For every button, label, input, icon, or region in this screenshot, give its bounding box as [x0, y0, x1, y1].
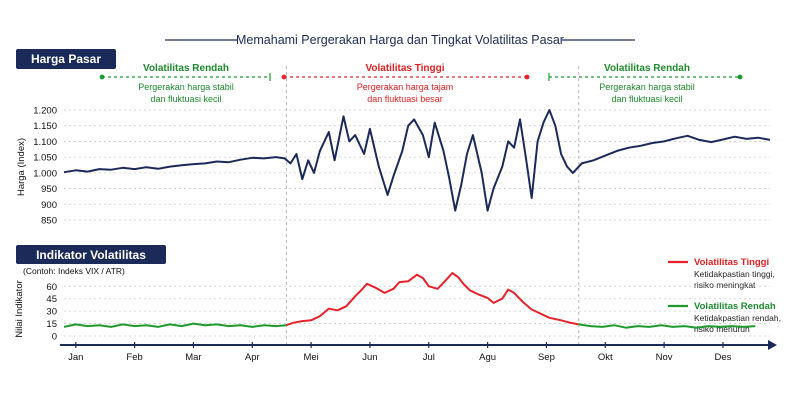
segment-title: Volatilitas Tinggi — [365, 63, 444, 74]
indicator-tick-label: 0 — [52, 332, 57, 343]
legend-desc-line2: risiko meningkat — [694, 280, 756, 290]
legend-low: Volatilitas Rendah Ketidakpastian rendah… — [668, 301, 781, 334]
month-label: Jun — [362, 352, 377, 363]
legend-desc-line1: Ketidakpastian tinggi, — [694, 269, 775, 279]
segment-start-dot — [281, 74, 287, 80]
price-tick-label: 1.100 — [33, 137, 57, 148]
month-labels: Jan Feb Mar Apr Mei Jun Jul Agu Sep Okt Nov Des — [68, 342, 732, 363]
segment-title: Volatilitas Rendah — [143, 63, 229, 74]
segment-end-dot — [524, 74, 530, 80]
legend-title: Volatilitas Rendah — [694, 301, 776, 312]
segment-end-dot — [737, 74, 743, 80]
month-label: Feb — [126, 352, 142, 363]
legend-desc-line2: risiko menurun — [694, 324, 750, 334]
indicator-series-low — [63, 322, 287, 328]
price-panel-badge — [16, 49, 116, 69]
month-label: Mar — [185, 352, 201, 363]
indicator-tick-label: 30 — [46, 307, 57, 318]
month-label: Agu — [479, 352, 496, 363]
page-title: Memahami Pergerakan Harga dan Tingkat Vo… — [236, 33, 564, 47]
month-label: Apr — [245, 352, 260, 363]
indicator-tick-label: 60 — [46, 282, 57, 293]
month-label: Jul — [423, 352, 435, 363]
segment-low-left: Volatilitas Rendah Pergerakan harga stab… — [99, 63, 271, 104]
segment-low-right: Volatilitas Rendah Pergerakan harga stab… — [548, 63, 743, 104]
segment-start-dot — [99, 74, 105, 80]
segment-title: Volatilitas Rendah — [604, 63, 690, 74]
legend-high: Volatilitas Tinggi Ketidakpastian tinggi… — [668, 257, 775, 290]
segment-desc-line1: Pergerakan harga stabil — [138, 82, 234, 92]
indicator-tick-label: 45 — [46, 294, 57, 305]
segment-desc-line2: dan fluktuasi kecil — [611, 94, 682, 104]
segment-desc-line1: Pergerakan harga tajam — [357, 82, 454, 92]
month-label: Des — [714, 352, 731, 363]
price-tick-label: 1.200 — [33, 106, 57, 117]
segment-desc-line2: dan fluktuasi besar — [367, 94, 443, 104]
segment-desc-line2: dan fluktuasi kecil — [150, 94, 221, 104]
price-tick-label: 900 — [41, 200, 57, 211]
price-series-line — [63, 109, 771, 212]
indicator-series-high — [286, 272, 579, 327]
indicator-series-low — [578, 323, 756, 329]
segment-high: Volatilitas Tinggi Pergerakan harga taja… — [281, 63, 530, 104]
month-label: Okt — [598, 352, 613, 363]
grid-layer — [64, 109, 770, 337]
segment-desc-line1: Pergerakan harga stabil — [599, 82, 695, 92]
month-label: Sep — [538, 352, 555, 363]
indicator-panel-label: Indikator Volatilitas — [36, 248, 146, 262]
series-layer — [63, 109, 771, 329]
price-tick-label: 850 — [41, 216, 57, 227]
month-label: Nov — [656, 352, 673, 363]
legend-desc-line1: Ketidakpastian rendah, — [694, 313, 781, 323]
divider-layer — [285, 66, 580, 345]
time-axis-arrow — [768, 340, 777, 350]
price-tick-label: 950 — [41, 184, 57, 195]
indicator-tick-label: 15 — [46, 319, 57, 330]
indicator-panel-badge — [16, 245, 166, 264]
price-tick-label: 1.000 — [33, 168, 57, 179]
price-axis-label: Harga (Index) — [16, 138, 27, 196]
indicator-axis-label: Nilai Indikator — [14, 280, 25, 338]
month-label: Mei — [303, 352, 318, 363]
indicator-panel-subtitle: (Contoh: Indeks VIX / ATR) — [23, 266, 125, 276]
legend-title: Volatilitas Tinggi — [694, 257, 769, 268]
price-panel-label: Harga Pasar — [31, 52, 101, 66]
month-label: Jan — [68, 352, 83, 363]
price-tick-label: 1.150 — [33, 121, 57, 132]
price-tick-label: 1.050 — [33, 153, 57, 164]
